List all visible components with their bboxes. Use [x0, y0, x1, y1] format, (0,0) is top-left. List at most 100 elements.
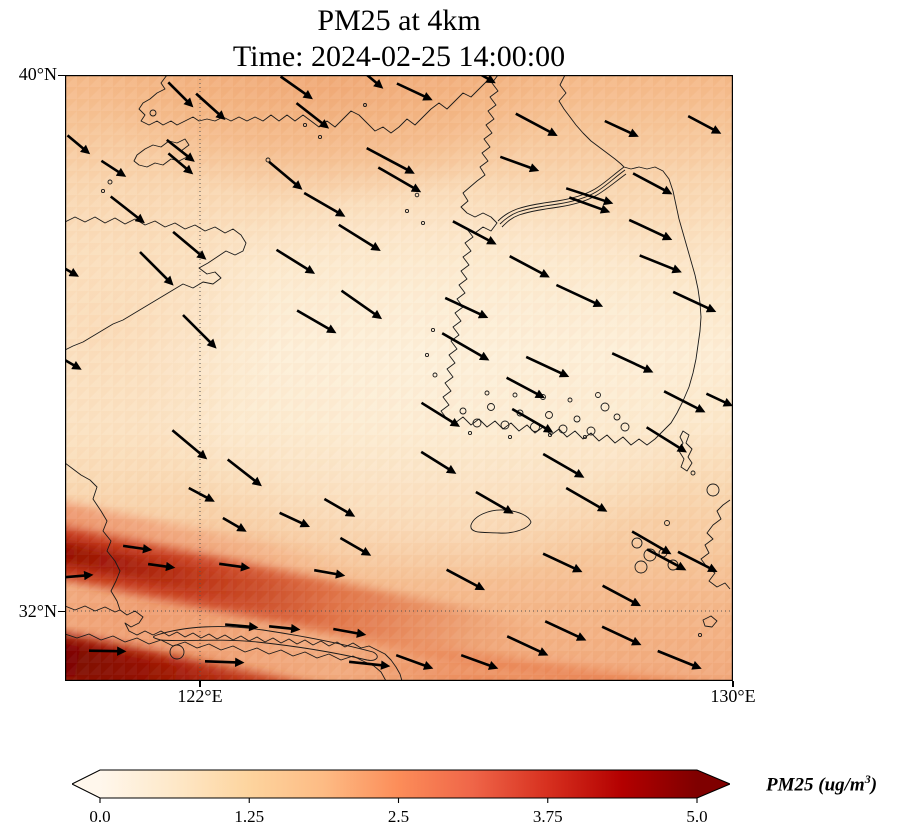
colorbar-tick-label: 3.75 [532, 807, 563, 826]
wind-arrow [705, 392, 734, 407]
xtick-label-130e: 130°E [710, 686, 756, 706]
wind-arrow [475, 490, 514, 514]
wind-arrow [657, 649, 702, 670]
ytick-mark-32n [58, 610, 65, 612]
colorbar-label-text: PM25 (ug/m [766, 774, 865, 796]
wind-arrow [601, 584, 642, 607]
chart-subtitle-time: Time: 2024-02-25 14:00:00 [232, 40, 566, 73]
wind-arrow [279, 511, 310, 528]
wind-arrow [88, 646, 127, 656]
coastline-layer [64, 74, 731, 682]
colorbar-label-exponent: 3 [864, 772, 871, 786]
wind-arrow [195, 92, 226, 121]
coastline [470, 509, 532, 534]
coastline [497, 166, 625, 222]
xtick-mark-122e [199, 681, 201, 687]
wind-arrow [222, 516, 247, 532]
wind-arrow [542, 552, 583, 573]
island [404, 208, 410, 214]
wind-arrow [663, 390, 706, 413]
wind-arrow [167, 152, 194, 175]
island [430, 327, 436, 333]
wind-arrow [646, 548, 687, 571]
colorbar-tick-label: 5.0 [686, 807, 708, 826]
coastline [64, 462, 121, 611]
island [149, 109, 157, 117]
wind-arrow [396, 82, 433, 101]
colorbar-label: PM25 (ug/m3) [766, 772, 877, 796]
colorbar-tick-label: 1.25 [234, 807, 265, 826]
wind-arrow [167, 81, 194, 108]
wind-arrow [275, 248, 316, 274]
island [634, 560, 648, 574]
island [620, 422, 630, 432]
coastline [678, 430, 693, 472]
islands-layer [100, 103, 720, 660]
wind-arrow [544, 620, 587, 641]
wind-arrow [366, 146, 415, 174]
island [595, 392, 601, 398]
coastline [64, 633, 387, 682]
pixelation-texture [65, 75, 733, 681]
wind-arrow [165, 138, 195, 162]
wind-arrow [377, 166, 422, 193]
island [472, 418, 482, 428]
wind-arrow [499, 155, 540, 173]
island [363, 103, 367, 107]
island [487, 403, 495, 411]
island [467, 430, 473, 436]
wind-arrow [303, 191, 346, 217]
colorbar-gradient [70, 769, 732, 803]
island [500, 420, 510, 430]
wind-arrow [506, 635, 549, 656]
wind-arrow [601, 625, 642, 646]
wind-arrow [296, 309, 337, 334]
island [302, 122, 308, 128]
wind-arrow [420, 450, 457, 474]
island [706, 483, 720, 497]
wind-arrow [511, 407, 554, 433]
wind-arrow [395, 653, 434, 670]
wind-arrow [420, 401, 461, 427]
wind-arrow [172, 230, 207, 260]
wind-arrow [515, 112, 558, 137]
wind-arrow [219, 562, 251, 572]
wind-arrow [444, 296, 489, 319]
wind-arrow [333, 627, 367, 638]
wind-arrow [323, 497, 356, 517]
wind-arrow [604, 119, 639, 138]
island [512, 392, 518, 398]
island [631, 537, 643, 549]
island [107, 179, 113, 185]
island [424, 352, 430, 358]
graticule-layer [65, 75, 733, 681]
island [567, 397, 573, 403]
colorbar-label-close: ) [870, 774, 878, 796]
colorbar-tick-label: 0.0 [89, 807, 111, 826]
wind-arrow [340, 289, 383, 320]
coastline [700, 499, 731, 590]
wind-arrow [204, 657, 245, 668]
chart-title: PM25 at 4km [317, 4, 481, 37]
wind-arrow [109, 195, 145, 224]
island [573, 415, 581, 423]
island [484, 390, 490, 396]
wind-arrow [268, 623, 301, 634]
island [545, 411, 553, 419]
wind-arrow [628, 218, 673, 241]
wind-arrow [441, 332, 490, 361]
wind-arrow [182, 314, 217, 349]
xtick-label-122e: 122°E [177, 686, 223, 706]
wind-arrow [452, 220, 497, 245]
island [169, 644, 185, 660]
ytick-label-40n: 40°N [18, 64, 57, 84]
wind-arrow [313, 568, 346, 579]
island [664, 520, 670, 526]
colorbar-tick-label: 2.5 [387, 807, 410, 826]
island [100, 188, 106, 194]
wind-arrow [639, 254, 682, 274]
wind-arrow [677, 550, 718, 573]
coastline [702, 615, 718, 628]
wind-arrow [460, 653, 499, 670]
